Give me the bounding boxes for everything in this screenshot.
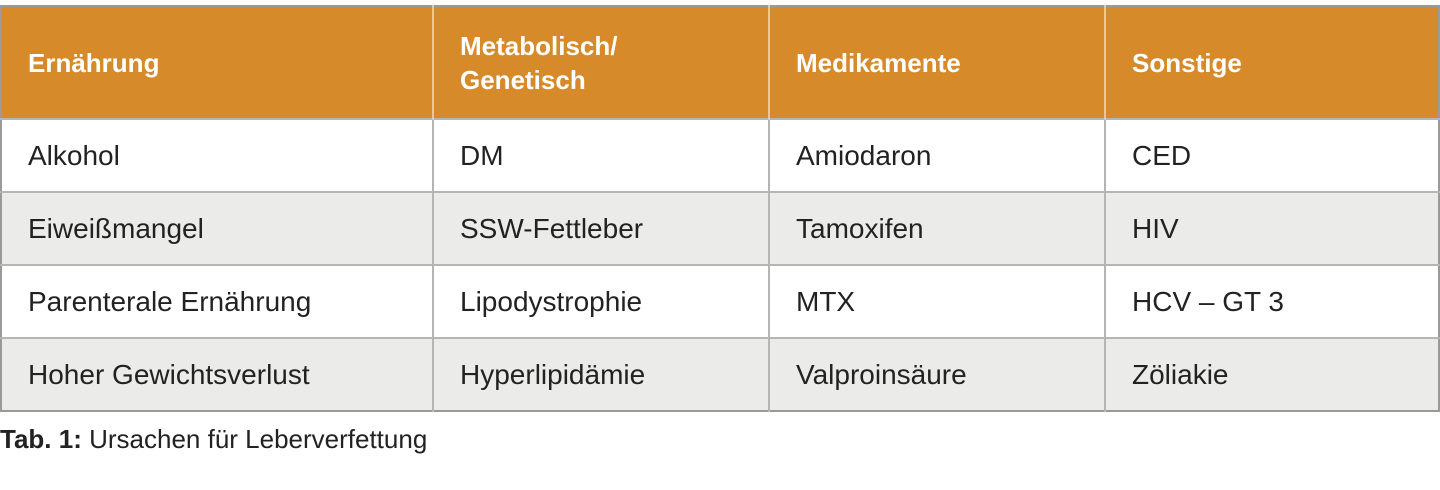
- table-cell: MTX: [768, 264, 1105, 338]
- table-head: Ernährung Metabolisch/ Genetisch Medikamen…: [1, 6, 1439, 119]
- table-cell: Tamoxifen: [768, 191, 1105, 265]
- table-cell: Eiweißmangel: [1, 191, 433, 265]
- table-row: Hoher Gewichtsverlust Hyperlipidämie Valpr…: [1, 337, 1439, 411]
- caption-text: Ursachen für Leberverfettung: [89, 424, 428, 454]
- table-cell: HCV – GT 3: [1104, 264, 1439, 338]
- table-cell: Amiodaron: [768, 118, 1105, 192]
- table-row: Parenterale Ernährung Lipodystrophie MTX HC…: [1, 264, 1439, 338]
- table-cell: Hyperlipidämie: [432, 337, 769, 411]
- table-cell: Hoher Gewichtsverlust: [1, 337, 433, 411]
- table-body: Alkohol DM Amiodaron CED Eiweißmangel SSW-Fet…: [1, 118, 1439, 411]
- table: Ernährung Metabolisch/ Genetisch Medikamen…: [0, 5, 1440, 412]
- header-cell: Medikamente: [768, 6, 1105, 119]
- table-row: Alkohol DM Amiodaron CED: [1, 118, 1439, 192]
- table-row: Eiweißmangel SSW-Fettleber Tamoxifen HIV: [1, 191, 1439, 265]
- table-cell: CED: [1104, 118, 1439, 192]
- caption-label: Tab. 1:: [0, 424, 82, 454]
- header-cell: Sonstige: [1104, 6, 1439, 119]
- table-cell: HIV: [1104, 191, 1439, 265]
- table-cell: DM: [432, 118, 769, 192]
- header-row: Ernährung Metabolisch/ Genetisch Medikamen…: [1, 6, 1439, 119]
- table-cell: SSW-Fettleber: [432, 191, 769, 265]
- table-cell: Valproinsäure: [768, 337, 1105, 411]
- table-cell: Zöliakie: [1104, 337, 1439, 411]
- caption: Tab. 1: Ursachen für Leberverfettung: [0, 424, 427, 455]
- table-cell: Lipodystrophie: [432, 264, 769, 338]
- header-cell: Ernährung: [1, 6, 433, 119]
- table-cell: Parenterale Ernährung: [1, 264, 433, 338]
- table-cell: Alkohol: [1, 118, 433, 192]
- table-container: Ernährung Metabolisch/ Genetisch Medikamen…: [0, 5, 1440, 412]
- header-cell: Metabolisch/ Genetisch: [432, 6, 769, 119]
